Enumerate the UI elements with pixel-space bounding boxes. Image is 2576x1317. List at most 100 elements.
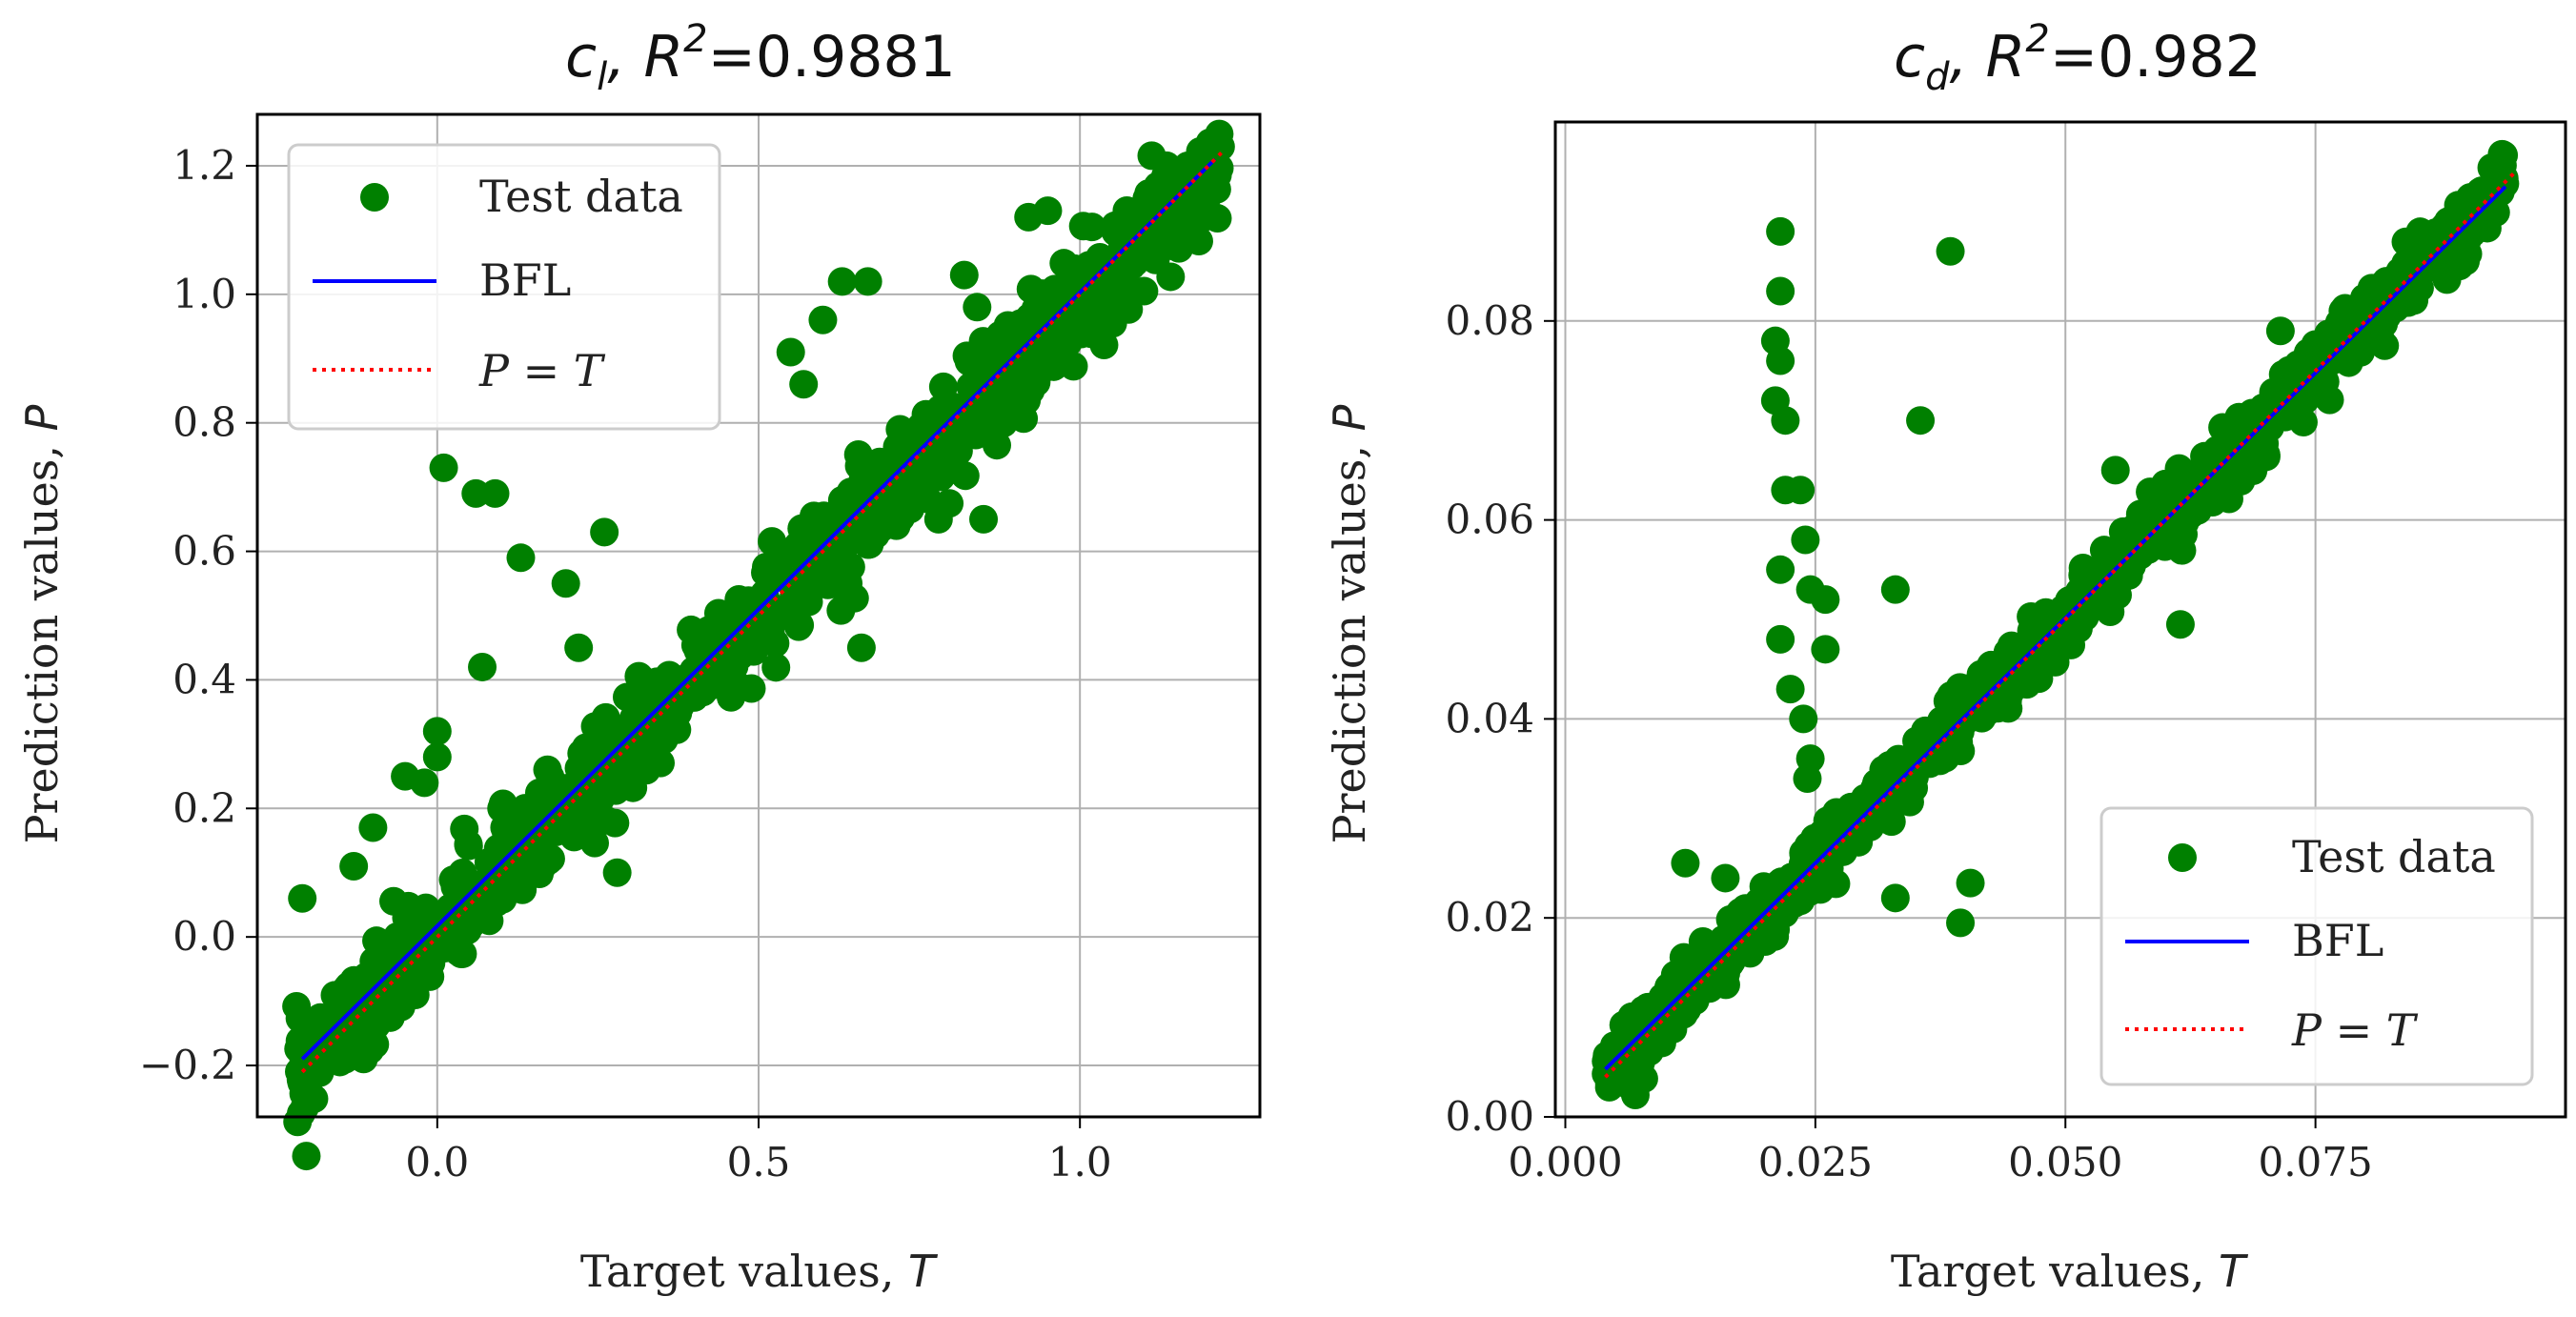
cl-ytick-label: 0.6 — [172, 528, 236, 575]
cd-lines — [1604, 170, 2517, 1079]
cl-outlier-point — [808, 569, 838, 598]
cl-data-point — [1077, 213, 1106, 242]
cl-outlier-point — [468, 652, 497, 681]
cl-outlier-point — [789, 370, 819, 399]
cl-data-point — [412, 927, 441, 957]
cl-legend-test-data: Test data — [479, 171, 683, 222]
cl-outlier-point — [827, 267, 857, 296]
cd-ytick-label: 0.00 — [1445, 1093, 1534, 1140]
cd-data-point — [1830, 803, 1859, 833]
cl-outlier-point — [422, 742, 452, 772]
cl-data-point — [857, 494, 886, 523]
cd-outlier-point — [2265, 316, 2295, 346]
cl-data-point — [843, 440, 873, 470]
cl-data-point — [1120, 248, 1149, 277]
cl-outlier-point — [480, 478, 510, 508]
cd-data-point — [2404, 239, 2433, 269]
cl-outlier-point — [846, 633, 876, 662]
cl-x-axis-label: Target values, T — [580, 1246, 939, 1297]
cd-data-point — [1689, 939, 1718, 968]
cl-outlier-point — [776, 337, 805, 367]
cd-data-point — [1768, 870, 1797, 900]
cd-outlier-point — [1946, 908, 1976, 938]
cd-plot-frame — [1553, 120, 2567, 1119]
cd-outlier-point — [1811, 585, 1840, 615]
cl-data-point — [379, 886, 409, 916]
cd-data-point — [2068, 579, 2098, 609]
cd-xtick-label: 0.000 — [1508, 1139, 1622, 1185]
cl-data-point — [1187, 147, 1216, 176]
cd-x-axis-label: Target values, T — [1891, 1246, 2249, 1297]
cd-xtick-label: 0.050 — [2008, 1139, 2122, 1185]
cd-data-point — [1909, 724, 1938, 754]
cd-data-point — [1876, 807, 1906, 837]
cl-legend-p-equals-t: P = T — [478, 345, 606, 396]
cl-outlier-point — [422, 717, 452, 746]
cl-data-point — [1156, 262, 1186, 292]
cl-data-point — [283, 1107, 313, 1137]
cl-data-point — [1132, 184, 1162, 213]
cl-outlier-point — [506, 543, 536, 573]
cd-data-point — [1623, 1064, 1653, 1093]
cl-outlier-point — [1014, 202, 1044, 232]
cl-data-point — [1137, 141, 1166, 171]
cl-outlier-point — [288, 883, 317, 913]
cl-lines — [300, 152, 1223, 1074]
cd-data-point — [2432, 265, 2462, 294]
cd-legend-box — [2099, 806, 2534, 1086]
cl-data-point — [943, 436, 973, 466]
cl-data-point — [1049, 249, 1079, 278]
cd-data-point — [2462, 186, 2491, 215]
cd-outlier-point — [1786, 476, 1815, 505]
cd-data-point — [2365, 277, 2395, 307]
cd-outlier-point — [1880, 883, 1910, 913]
cl-outlier-point — [923, 504, 953, 534]
cd-xtick-label: 0.025 — [1758, 1139, 1873, 1185]
cl-data-point — [529, 850, 558, 880]
cl-data-point — [592, 805, 621, 835]
cl-data-point — [292, 1142, 321, 1171]
cl-ytick-label: 0.0 — [172, 913, 236, 960]
cl-data-point — [325, 1047, 355, 1077]
cl-outlier-point — [429, 453, 458, 482]
cl-data-point — [717, 682, 746, 712]
cd-outlier-point — [1956, 868, 1985, 898]
cl-data-point — [758, 527, 787, 557]
cl-ytick-label: 0.8 — [172, 399, 236, 446]
cl-data-point — [662, 682, 692, 712]
cl-data-point — [536, 762, 565, 792]
cl-data-point — [1078, 284, 1107, 314]
cd-data-point — [2048, 595, 2078, 624]
cd-data-point — [2018, 646, 2047, 676]
cl-data-point — [826, 596, 856, 625]
cl-data-point — [602, 774, 632, 803]
cd-outlier-point — [1766, 276, 1795, 306]
cl-data-point — [1129, 276, 1159, 306]
cl-data-point — [813, 546, 842, 576]
cd-data-point — [2169, 519, 2199, 549]
cd-outlier-point — [1766, 555, 1795, 584]
cd-outlier-point — [1811, 635, 1840, 664]
cd-legend-marker-test — [2168, 843, 2197, 872]
cl-data-point — [436, 917, 465, 946]
cd-legend-p-equals-t: P = T — [2291, 1004, 2419, 1056]
cl-outlier-point — [963, 293, 992, 322]
cl-data-point — [579, 828, 609, 858]
cl-data-point — [754, 556, 783, 585]
cd-outlier-point — [1789, 704, 1818, 734]
cd-y-axis-label: Prediction values, P — [1324, 404, 1375, 843]
cd-data-point — [2489, 164, 2519, 193]
cl-outlier-point — [949, 260, 979, 290]
cd-legend-bfl: BFL — [2292, 915, 2383, 966]
cd-outlier-point — [1766, 346, 1795, 375]
cd-chart-title: cd, R2=0.982 — [1894, 17, 2262, 99]
cl-data-point — [1028, 279, 1058, 309]
cl-data-point — [456, 884, 485, 914]
cd-data-point — [2223, 406, 2253, 436]
cl-ytick-label: 1.0 — [172, 271, 236, 317]
cl-data-point — [1166, 192, 1196, 222]
cl-data-point — [346, 1027, 375, 1057]
cd-data-point — [2288, 407, 2318, 436]
cd-legend-test-data: Test data — [2292, 831, 2496, 882]
cl-outlier-point — [339, 852, 369, 881]
